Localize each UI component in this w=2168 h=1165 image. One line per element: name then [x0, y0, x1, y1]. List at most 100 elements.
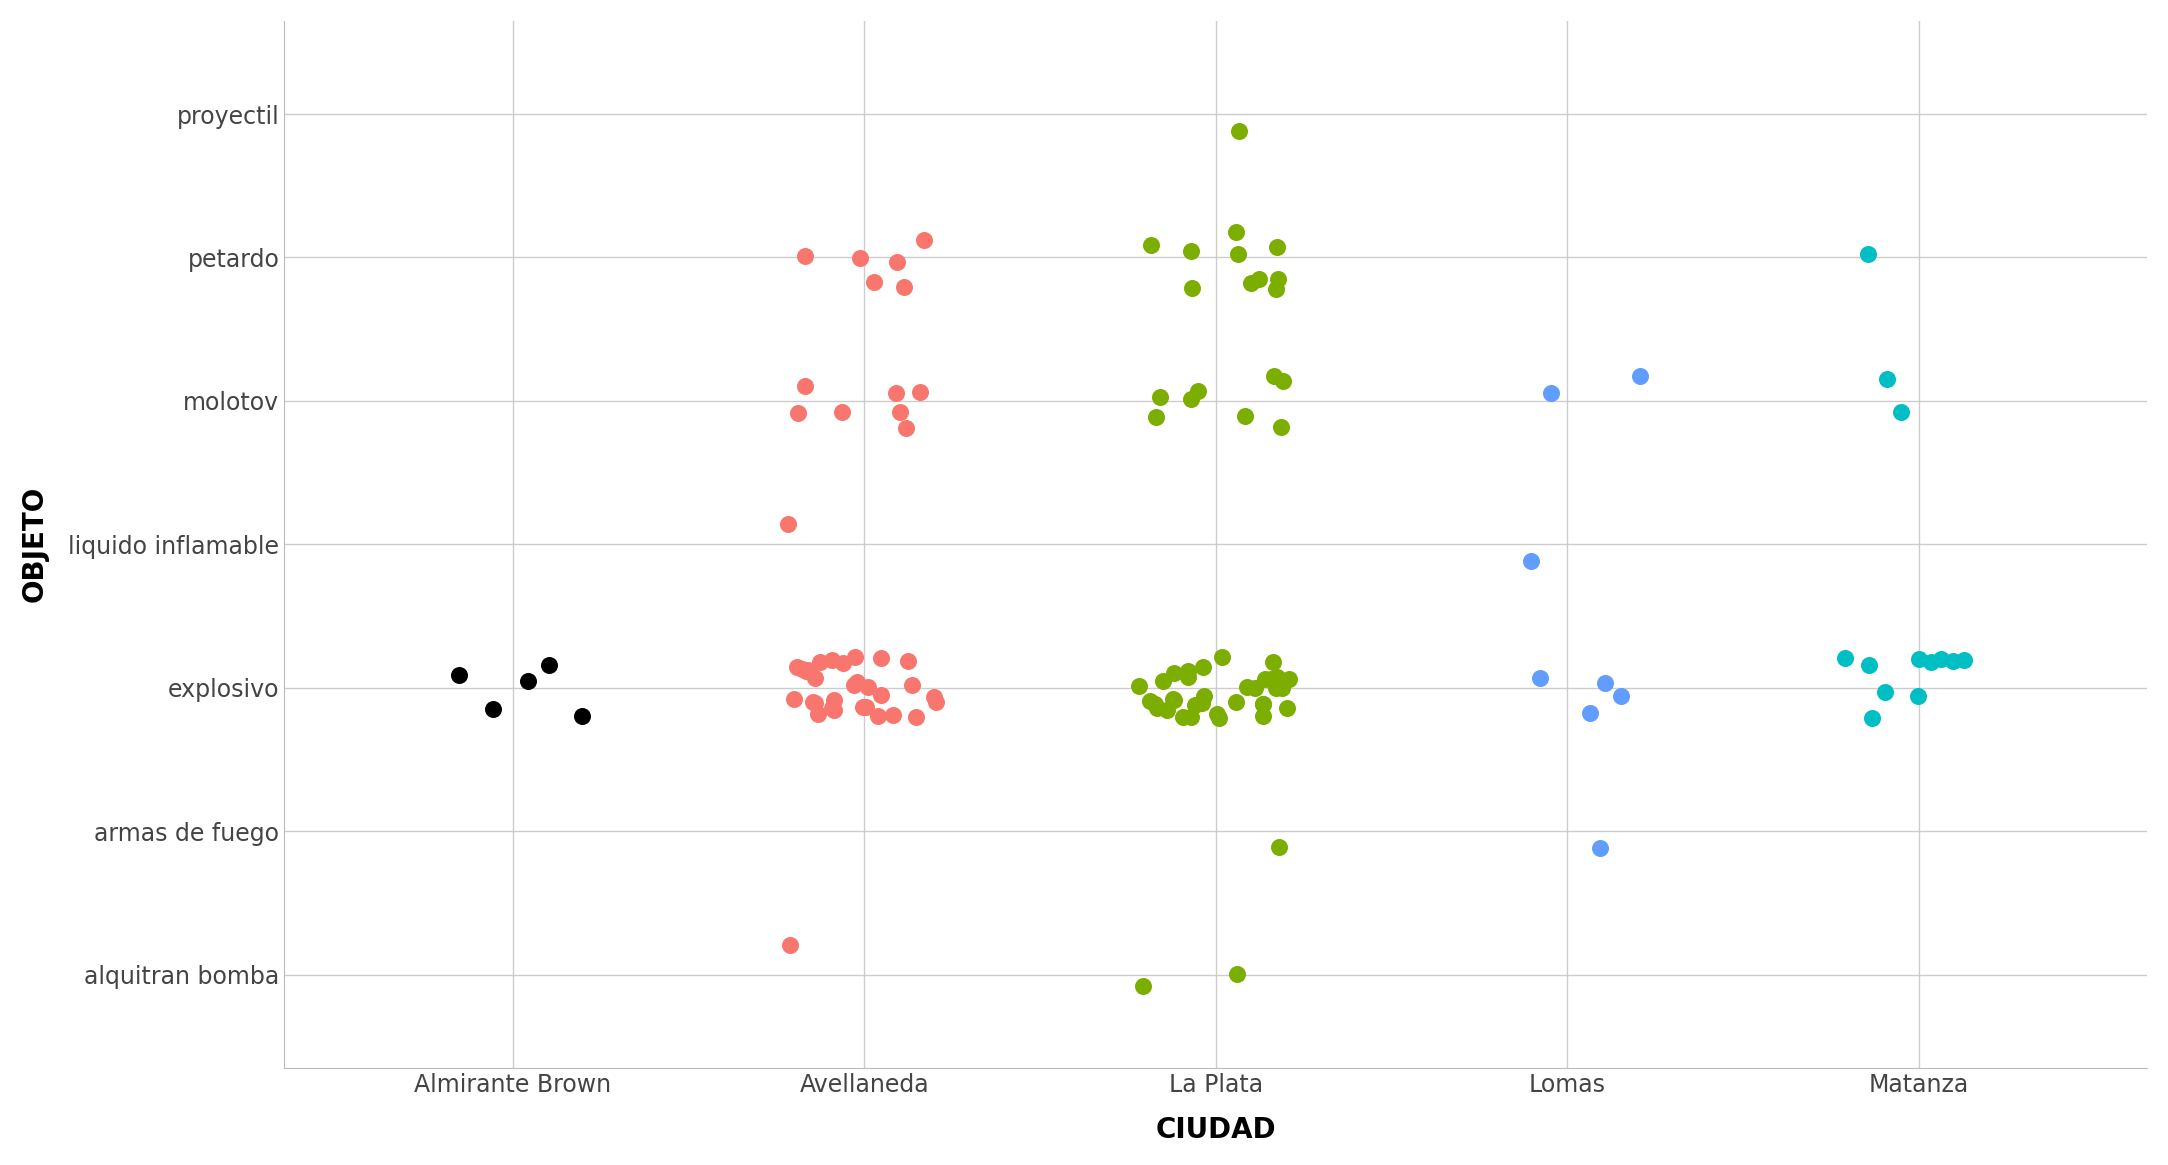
Point [1156, 664, 1190, 683]
Point [1149, 701, 1184, 720]
Point [1156, 690, 1190, 708]
Point [770, 515, 804, 534]
Point [1201, 709, 1236, 728]
Point [887, 278, 921, 297]
Point [1218, 223, 1253, 241]
Point [780, 403, 815, 422]
Point [1869, 369, 1904, 388]
Point [891, 652, 926, 671]
Point [787, 247, 822, 266]
Point [876, 705, 911, 723]
Point [1624, 367, 1659, 386]
Point [1147, 671, 1182, 690]
Point [1227, 407, 1262, 425]
Point [798, 669, 833, 687]
Point [815, 651, 850, 670]
Point [1587, 675, 1622, 693]
Point [1260, 679, 1294, 698]
Point [826, 654, 861, 672]
Point [895, 676, 930, 694]
Point [1156, 691, 1190, 709]
Point [917, 687, 952, 706]
Point [1854, 709, 1888, 728]
Point [919, 692, 954, 711]
Point [1257, 280, 1292, 298]
Point [1242, 269, 1277, 288]
Point [837, 648, 872, 666]
Point [1140, 698, 1175, 716]
Point [1260, 269, 1294, 288]
Point [902, 383, 937, 402]
Point [1247, 670, 1281, 689]
Point [1270, 670, 1305, 689]
Point [1205, 648, 1240, 666]
Point [1182, 381, 1216, 400]
Point [1583, 839, 1617, 857]
Point [1923, 649, 1958, 668]
Point [1134, 236, 1169, 255]
Point [839, 672, 874, 691]
Point [1229, 678, 1264, 697]
Point [566, 706, 601, 725]
Point [1188, 687, 1223, 706]
Point [531, 656, 566, 675]
Point [800, 705, 835, 723]
Point [787, 377, 822, 396]
Point [846, 698, 880, 716]
Point [1255, 652, 1290, 671]
Point [798, 693, 833, 712]
Point [1899, 686, 1934, 705]
Point [1173, 390, 1208, 409]
Point [1171, 662, 1205, 680]
Point [1266, 672, 1301, 691]
Point [906, 231, 941, 249]
Point [1244, 694, 1279, 713]
Point [843, 248, 878, 267]
Point [1171, 668, 1205, 686]
Point [1199, 705, 1234, 723]
Point [1186, 657, 1221, 676]
Point [889, 419, 924, 438]
Point [1173, 707, 1208, 726]
Point [776, 690, 811, 708]
Y-axis label: OBJETO: OBJETO [22, 486, 50, 602]
Point [785, 659, 820, 678]
Point [1851, 656, 1886, 675]
Point [837, 676, 872, 694]
Point [796, 693, 830, 712]
Point [817, 691, 852, 709]
Point [1604, 687, 1639, 706]
Point [1264, 417, 1299, 436]
Point [1262, 838, 1296, 856]
Point [1260, 668, 1294, 686]
Point [1138, 408, 1173, 426]
Point [1173, 241, 1208, 260]
Point [1264, 678, 1299, 697]
Point [1134, 692, 1169, 711]
Point [880, 253, 915, 271]
Point [815, 698, 850, 716]
Point [850, 698, 885, 716]
Point [1177, 696, 1212, 714]
Point [1270, 699, 1305, 718]
Point [1238, 679, 1273, 698]
Point [898, 708, 932, 727]
Point [1125, 977, 1160, 996]
Point [878, 383, 913, 402]
Point [1247, 694, 1281, 713]
Point [1867, 683, 1901, 701]
Point [1175, 280, 1210, 298]
Point [817, 701, 852, 720]
Point [772, 935, 806, 954]
Point [780, 658, 815, 677]
Point [509, 672, 544, 691]
Point [882, 402, 917, 421]
X-axis label: CIUDAD: CIUDAD [1156, 1116, 1277, 1144]
Point [1266, 372, 1301, 390]
Point [1184, 694, 1218, 713]
Point [1247, 707, 1281, 726]
Point [1912, 652, 1947, 671]
Point [850, 677, 885, 696]
Point [1257, 367, 1292, 386]
Point [865, 649, 900, 668]
